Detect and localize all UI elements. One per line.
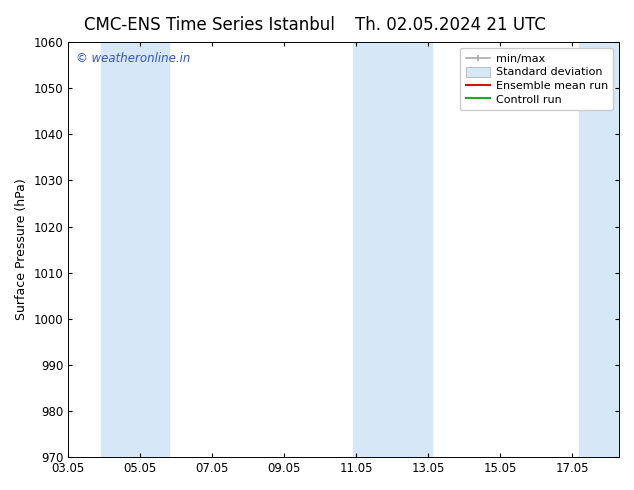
Y-axis label: Surface Pressure (hPa): Surface Pressure (hPa) (15, 179, 28, 320)
Bar (101, 42, 169, 457)
Text: CMC-ENS Time Series Istanbul: CMC-ENS Time Series Istanbul (84, 16, 335, 34)
Text: © weatheronline.in: © weatheronline.in (77, 52, 191, 66)
Text: Th. 02.05.2024 21 UTC: Th. 02.05.2024 21 UTC (354, 16, 546, 34)
Bar (579, 42, 619, 457)
Legend: min/max, Standard deviation, Ensemble mean run, Controll run: min/max, Standard deviation, Ensemble me… (460, 48, 614, 110)
Bar (353, 42, 432, 457)
